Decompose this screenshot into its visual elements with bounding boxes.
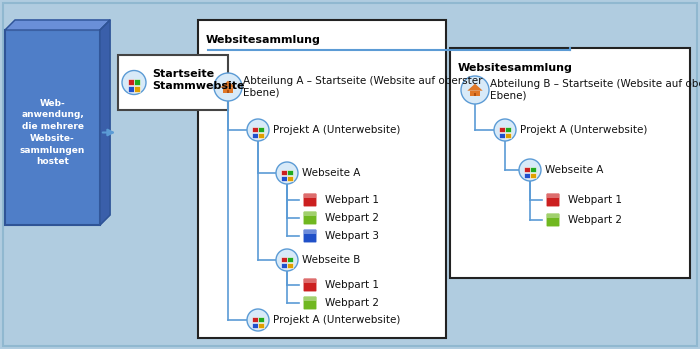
- FancyBboxPatch shape: [258, 133, 264, 138]
- FancyBboxPatch shape: [531, 173, 536, 178]
- FancyBboxPatch shape: [3, 3, 697, 346]
- FancyBboxPatch shape: [470, 91, 480, 96]
- Polygon shape: [468, 84, 483, 91]
- FancyBboxPatch shape: [499, 133, 505, 138]
- FancyBboxPatch shape: [258, 127, 264, 132]
- FancyBboxPatch shape: [223, 88, 233, 93]
- Text: Webseite B: Webseite B: [302, 255, 360, 265]
- Text: Projekt A (Unterwebsite): Projekt A (Unterwebsite): [520, 125, 648, 135]
- FancyBboxPatch shape: [547, 214, 559, 218]
- Text: Webpart 3: Webpart 3: [325, 231, 379, 241]
- Circle shape: [276, 162, 298, 184]
- FancyBboxPatch shape: [524, 173, 530, 178]
- FancyBboxPatch shape: [128, 79, 134, 85]
- FancyBboxPatch shape: [499, 127, 505, 132]
- FancyBboxPatch shape: [303, 193, 317, 207]
- FancyBboxPatch shape: [505, 133, 511, 138]
- FancyBboxPatch shape: [303, 211, 317, 225]
- Circle shape: [276, 249, 298, 271]
- Text: Projekt A (Unterwebsite): Projekt A (Unterwebsite): [273, 125, 400, 135]
- FancyBboxPatch shape: [252, 133, 258, 138]
- FancyBboxPatch shape: [547, 194, 559, 198]
- Circle shape: [247, 119, 269, 141]
- Text: Abteilung A – Startseite (Website auf oberster
Ebene): Abteilung A – Startseite (Website auf ob…: [243, 76, 482, 98]
- Circle shape: [494, 119, 516, 141]
- Text: Webseite A: Webseite A: [545, 165, 603, 175]
- FancyBboxPatch shape: [227, 90, 229, 93]
- Text: Webseite A: Webseite A: [302, 168, 360, 178]
- FancyBboxPatch shape: [252, 317, 258, 322]
- Text: Websitesammlung: Websitesammlung: [206, 35, 321, 45]
- Text: Abteilung B – Startseite (Website auf oberster
Ebene): Abteilung B – Startseite (Website auf ob…: [490, 79, 700, 101]
- Text: Websitesammlung: Websitesammlung: [458, 63, 573, 73]
- Text: Webpart 1: Webpart 1: [568, 195, 622, 205]
- FancyBboxPatch shape: [134, 79, 140, 85]
- FancyBboxPatch shape: [531, 167, 536, 172]
- FancyBboxPatch shape: [198, 20, 446, 338]
- Circle shape: [122, 70, 146, 95]
- FancyBboxPatch shape: [524, 167, 530, 172]
- FancyBboxPatch shape: [134, 86, 140, 91]
- Text: Webpart 2: Webpart 2: [568, 215, 622, 225]
- FancyBboxPatch shape: [287, 263, 293, 268]
- Text: Webpart 2: Webpart 2: [325, 213, 379, 223]
- Text: Web-
anwendung,
die mehrere
Website-
sammlungen
hostet: Web- anwendung, die mehrere Website- sam…: [20, 98, 85, 166]
- FancyBboxPatch shape: [303, 278, 317, 292]
- Polygon shape: [220, 81, 236, 88]
- FancyBboxPatch shape: [118, 55, 228, 110]
- Text: Webpart 1: Webpart 1: [325, 280, 379, 290]
- FancyBboxPatch shape: [5, 30, 100, 225]
- FancyBboxPatch shape: [281, 257, 287, 262]
- FancyBboxPatch shape: [303, 229, 317, 243]
- FancyBboxPatch shape: [252, 127, 258, 132]
- FancyBboxPatch shape: [304, 194, 316, 198]
- FancyBboxPatch shape: [281, 263, 287, 268]
- FancyBboxPatch shape: [287, 170, 293, 175]
- Text: Projekt A (Unterwebsite): Projekt A (Unterwebsite): [273, 315, 400, 325]
- FancyBboxPatch shape: [281, 176, 287, 181]
- FancyBboxPatch shape: [304, 212, 316, 216]
- Text: Webpart 1: Webpart 1: [325, 195, 379, 205]
- FancyBboxPatch shape: [505, 127, 511, 132]
- FancyBboxPatch shape: [252, 323, 258, 328]
- FancyBboxPatch shape: [474, 93, 476, 96]
- FancyBboxPatch shape: [304, 230, 316, 234]
- FancyBboxPatch shape: [546, 193, 560, 207]
- Circle shape: [461, 76, 489, 104]
- Polygon shape: [100, 20, 110, 225]
- FancyBboxPatch shape: [287, 176, 293, 181]
- FancyBboxPatch shape: [281, 170, 287, 175]
- Circle shape: [519, 159, 541, 181]
- FancyBboxPatch shape: [450, 48, 690, 278]
- FancyBboxPatch shape: [258, 323, 264, 328]
- Circle shape: [214, 73, 242, 101]
- Polygon shape: [5, 20, 110, 30]
- FancyBboxPatch shape: [287, 257, 293, 262]
- Text: Webpart 2: Webpart 2: [325, 298, 379, 308]
- Text: Startseite
Stammwebsite: Startseite Stammwebsite: [152, 69, 244, 91]
- FancyBboxPatch shape: [304, 279, 316, 283]
- FancyBboxPatch shape: [546, 213, 560, 227]
- Circle shape: [247, 309, 269, 331]
- FancyBboxPatch shape: [128, 86, 134, 91]
- FancyBboxPatch shape: [303, 296, 317, 310]
- FancyBboxPatch shape: [258, 317, 264, 322]
- FancyBboxPatch shape: [304, 297, 316, 301]
